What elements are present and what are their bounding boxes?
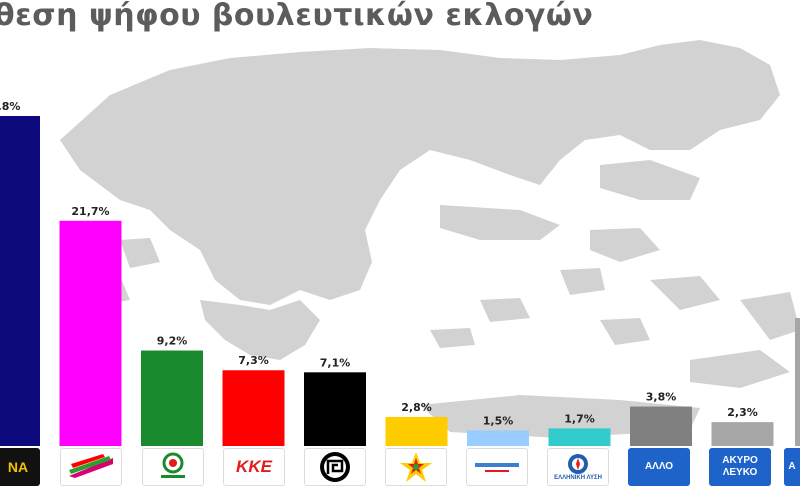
bar-6-value-label: 2,8% bbox=[401, 401, 432, 414]
party-logo-1-icon: NA bbox=[0, 448, 40, 486]
star-emblem-icon bbox=[400, 452, 432, 482]
party-emblem-icon bbox=[161, 452, 185, 478]
bar-4-value-label: 7,3% bbox=[238, 354, 269, 367]
party-logo-6-icon bbox=[385, 448, 447, 486]
bar-6 bbox=[385, 416, 448, 446]
party-logo-3-icon bbox=[142, 448, 204, 486]
bar-1 bbox=[0, 116, 40, 446]
bar-2 bbox=[59, 220, 122, 446]
other-logo-icon: ΑΛΛΟ bbox=[628, 448, 690, 486]
party-logo-7-icon bbox=[466, 448, 528, 486]
invalid-blank-logo-icon: ΑΚΥΡΟ ΛΕΥΚΟ bbox=[709, 448, 771, 486]
bar-3-value-label: 9,2% bbox=[157, 335, 188, 348]
bar-10-value-label: 2,3% bbox=[727, 406, 758, 419]
bar-1-value-label: ,8% bbox=[0, 100, 20, 113]
bar-7 bbox=[467, 430, 529, 446]
flag-icon bbox=[69, 454, 113, 478]
bar-11 bbox=[795, 318, 800, 446]
abstain-logo-icon: Α bbox=[784, 448, 800, 486]
abstain-logo-text: Α bbox=[788, 461, 796, 472]
bar-4 bbox=[222, 370, 285, 446]
bar-10 bbox=[711, 422, 774, 446]
chart-title: θεση ψήφου βουλευτικών εκλογών bbox=[0, 0, 594, 33]
bar-2-value-label: 21,7% bbox=[71, 205, 109, 218]
invalid-blank-logo-text: ΑΚΥΡΟ ΛΕΥΚΟ bbox=[722, 455, 758, 478]
compass-emblem-icon bbox=[568, 454, 588, 474]
meander-emblem-icon bbox=[320, 452, 350, 482]
other-logo-text: ΑΛΛΟ bbox=[644, 461, 674, 472]
bar-3 bbox=[141, 350, 203, 446]
party-logo-4-text: KKE bbox=[236, 457, 272, 476]
party-logo-8-icon: ΕΛΛΗΝΙΚΗ ΛΥΣΗ bbox=[547, 448, 609, 486]
party-logo-1-text: NA bbox=[7, 459, 29, 475]
party-logo-4-icon: KKE bbox=[223, 448, 285, 486]
bar-7-value-label: 1,5% bbox=[483, 414, 514, 427]
bar-5-value-label: 7,1% bbox=[320, 356, 351, 369]
party-logo-8-text: ΕΛΛΗΝΙΚΗ ΛΥΣΗ bbox=[554, 475, 602, 481]
party-logo-2-icon bbox=[60, 448, 122, 486]
bar-5 bbox=[304, 372, 366, 446]
party-logo-5-icon bbox=[304, 448, 366, 486]
wordmark-icon bbox=[475, 463, 519, 472]
bar-8 bbox=[548, 428, 611, 446]
bar-9-value-label: 3,8% bbox=[646, 391, 677, 404]
bar-9 bbox=[630, 406, 692, 446]
bar-8-value-label: 1,7% bbox=[564, 412, 595, 425]
